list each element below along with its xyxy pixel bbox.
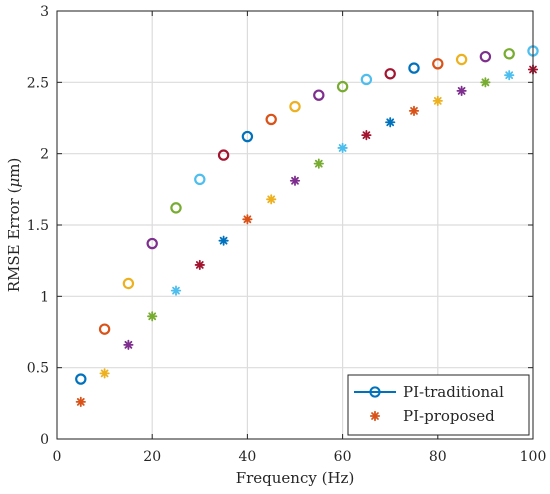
point-pi-proposed [266, 194, 277, 205]
y-axis-ticks: 0 0.5 1 1.5 2 2.5 3 [27, 4, 533, 448]
point-pi-traditional [479, 50, 492, 63]
point-pi-traditional [170, 202, 182, 214]
point-pi-traditional [146, 237, 158, 250]
x-tick-label: 0 [53, 449, 62, 465]
point-pi-proposed [385, 117, 396, 128]
point-pi-proposed [99, 368, 110, 379]
y-tick-label: 2 [40, 147, 49, 163]
point-pi-traditional [360, 73, 373, 86]
point-pi-proposed [218, 235, 229, 246]
point-pi-proposed [123, 339, 134, 350]
y-axis-label-prefix: RMSE Error ( [5, 188, 23, 293]
y-axis-label-suffix: m) [5, 158, 23, 178]
y-tick-label: 0 [40, 432, 49, 448]
point-pi-proposed [289, 175, 301, 186]
y-axis-label: RMSE Error (μm) [5, 158, 23, 293]
point-pi-proposed [194, 259, 205, 271]
point-pi-proposed [432, 95, 443, 106]
point-pi-traditional [289, 100, 301, 113]
x-tick-label: 100 [520, 449, 547, 465]
point-pi-proposed [170, 285, 182, 296]
x-tick-label: 20 [143, 449, 161, 465]
point-pi-traditional [336, 80, 349, 93]
point-pi-traditional [313, 89, 325, 101]
point-pi-proposed [337, 142, 348, 154]
y-tick-label: 1 [40, 289, 49, 305]
legend-marker-pi-proposed [369, 410, 381, 422]
y-tick-label: 2.5 [27, 75, 49, 91]
data-points [75, 45, 539, 408]
point-pi-traditional [265, 113, 277, 126]
point-pi-traditional [432, 58, 444, 70]
point-pi-proposed [456, 85, 467, 96]
legend: PI-traditional PI-proposed [347, 374, 530, 436]
legend-label-pi-traditional: PI-traditional [403, 383, 504, 401]
point-pi-traditional [241, 130, 254, 143]
point-pi-proposed [361, 130, 372, 141]
point-pi-proposed [147, 311, 158, 322]
legend-marker-pi-traditional [369, 386, 381, 398]
x-tick-label: 40 [238, 449, 256, 465]
point-pi-traditional [75, 373, 87, 385]
legend-label-pi-proposed: PI-proposed [403, 407, 495, 425]
x-tick-label: 80 [429, 449, 447, 465]
y-tick-label: 1.5 [27, 218, 49, 234]
y-axis-label-mu: μ [5, 178, 23, 188]
point-pi-traditional [455, 53, 468, 66]
point-pi-proposed [75, 396, 86, 408]
point-pi-traditional [384, 68, 396, 80]
point-pi-proposed [480, 77, 491, 88]
x-axis-ticks: 0 20 40 60 80 100 [53, 11, 547, 465]
y-tick-label: 3 [40, 4, 49, 20]
point-pi-proposed [242, 214, 253, 225]
point-pi-traditional [98, 323, 111, 335]
point-pi-proposed [504, 70, 515, 81]
point-pi-proposed [408, 105, 420, 116]
point-pi-traditional [217, 149, 230, 161]
point-pi-traditional [122, 277, 135, 290]
point-pi-traditional [408, 62, 420, 74]
x-tick-label: 60 [334, 449, 352, 465]
point-pi-traditional [194, 173, 206, 186]
x-axis-label: Frequency (Hz) [236, 469, 355, 487]
legend-box [347, 374, 530, 436]
legend-asterisk [369, 410, 381, 422]
y-tick-label: 0.5 [27, 361, 49, 377]
point-pi-traditional [503, 48, 515, 60]
point-pi-proposed [313, 158, 324, 169]
